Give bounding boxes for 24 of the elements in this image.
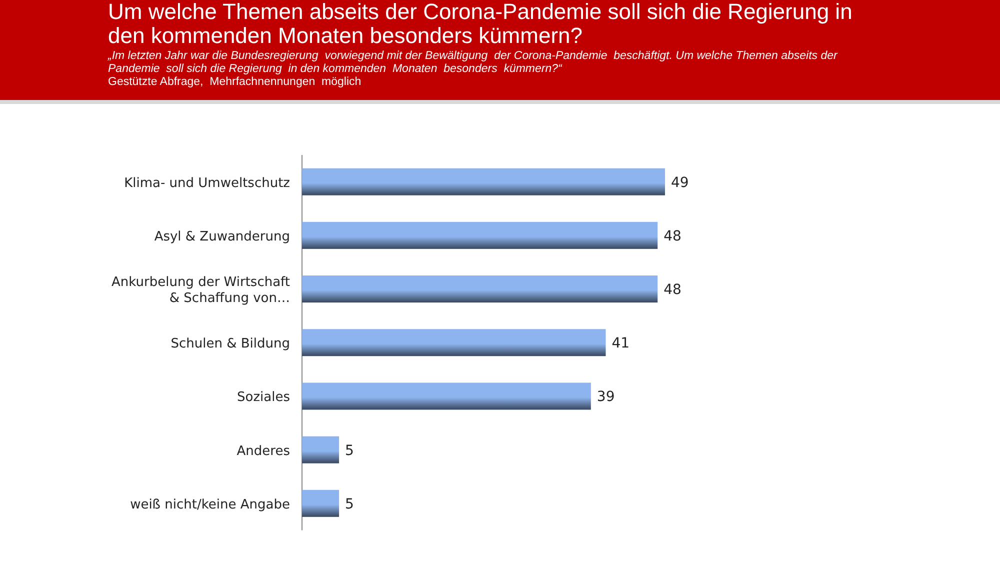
y-tick-label: Ankurbelung der Wirtschaft & Schaffung von…	[112, 275, 290, 306]
bar	[302, 168, 665, 196]
text: Gestützte Abfrage, Mehrfachnennungen möglich	[108, 76, 362, 89]
data-label: 41	[612, 336, 630, 352]
data-label: 5	[345, 496, 354, 512]
data-label: 48	[664, 282, 682, 298]
y-tick-label: Asyl & Zuwanderung	[154, 229, 290, 244]
data-label: 49	[671, 174, 689, 191]
data-label: 5	[345, 442, 354, 459]
y-tick-label: Soziales	[237, 390, 290, 406]
bar	[302, 329, 606, 356]
chart-title: Um welche Themen abseits der Corona-Pandemie soll sich die Regierung in den kommenden Monaten besonders kümmern?	[108, 0, 854, 48]
bar	[302, 382, 591, 410]
bar	[302, 490, 340, 517]
chart-subtitle: „Im letzten Jahr war die Bundesregierung vorwiegend mit der Bewältigung der Corona-Pandemie beschäftigt. Um welche Themen abseits der Pandemie soll sich die Regierung in den kommenden Monaten besonders kümmern?“	[108, 50, 839, 76]
y-tick-label: Klima- und Umweltschutz	[124, 176, 290, 191]
bar	[302, 222, 658, 249]
y-tick-label: weiß nicht/keine Angabe	[130, 497, 290, 512]
bar	[302, 276, 658, 302]
data-label: 39	[596, 389, 615, 406]
y-tick-label: Anderes	[236, 444, 290, 459]
y-tick-label: Schulen & Bildung	[170, 336, 290, 352]
data-label: 48	[664, 228, 682, 244]
bar	[302, 436, 340, 464]
